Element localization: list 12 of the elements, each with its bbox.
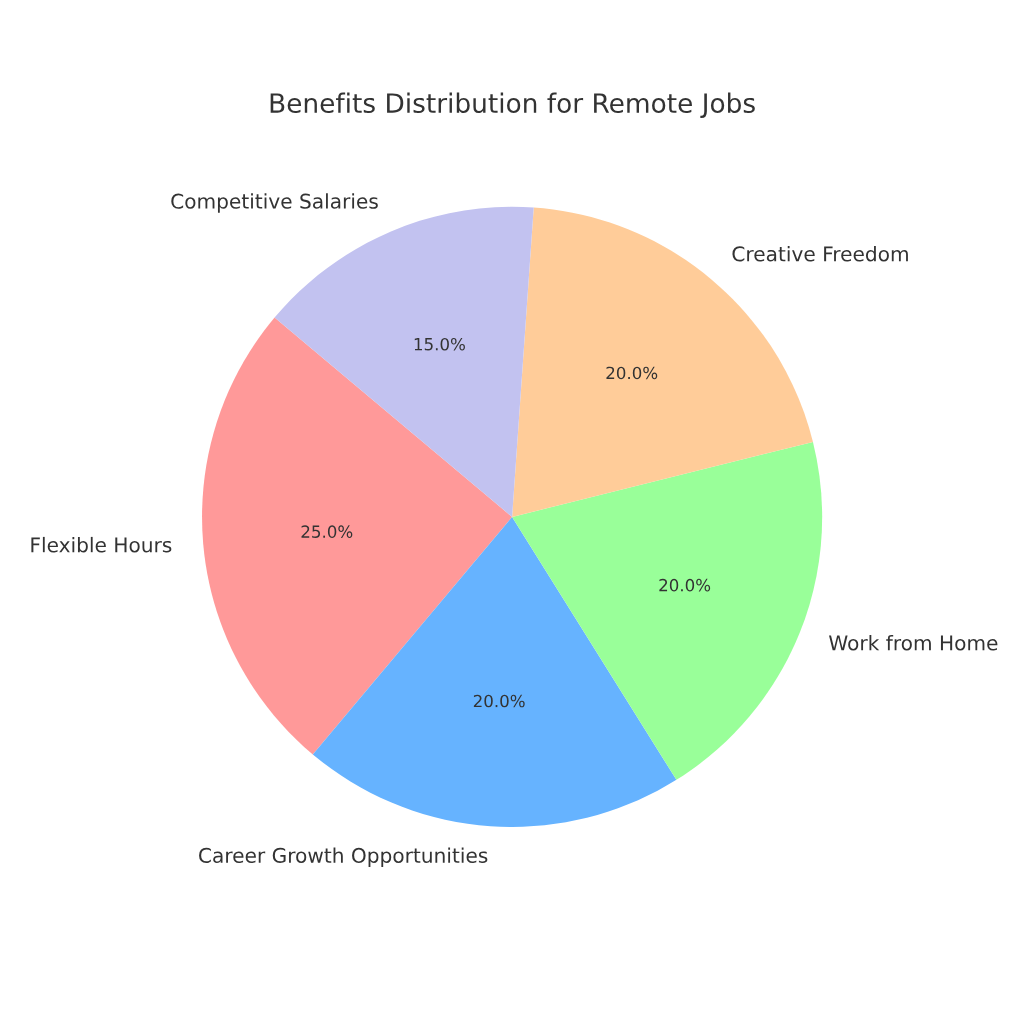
data-label: 15.0%: [414, 337, 465, 351]
slice-label: Work from Home: [829, 634, 998, 651]
pie-slice: [512, 207, 813, 517]
data-label: 25.0%: [301, 525, 353, 538]
slice-label: Creative Freedom: [732, 245, 908, 262]
slice-label: Flexible Hours: [31, 536, 172, 553]
slice-label: Competitive Salaries: [171, 193, 378, 213]
data-label: 20.0%: [473, 694, 525, 708]
data-label: 20.0%: [606, 366, 658, 380]
chart-title: Benefits Distribution for Remote Jobs: [270, 92, 755, 118]
slice-label: Career Growth Opportunities: [199, 847, 488, 867]
data-label: 20.0%: [659, 578, 711, 592]
